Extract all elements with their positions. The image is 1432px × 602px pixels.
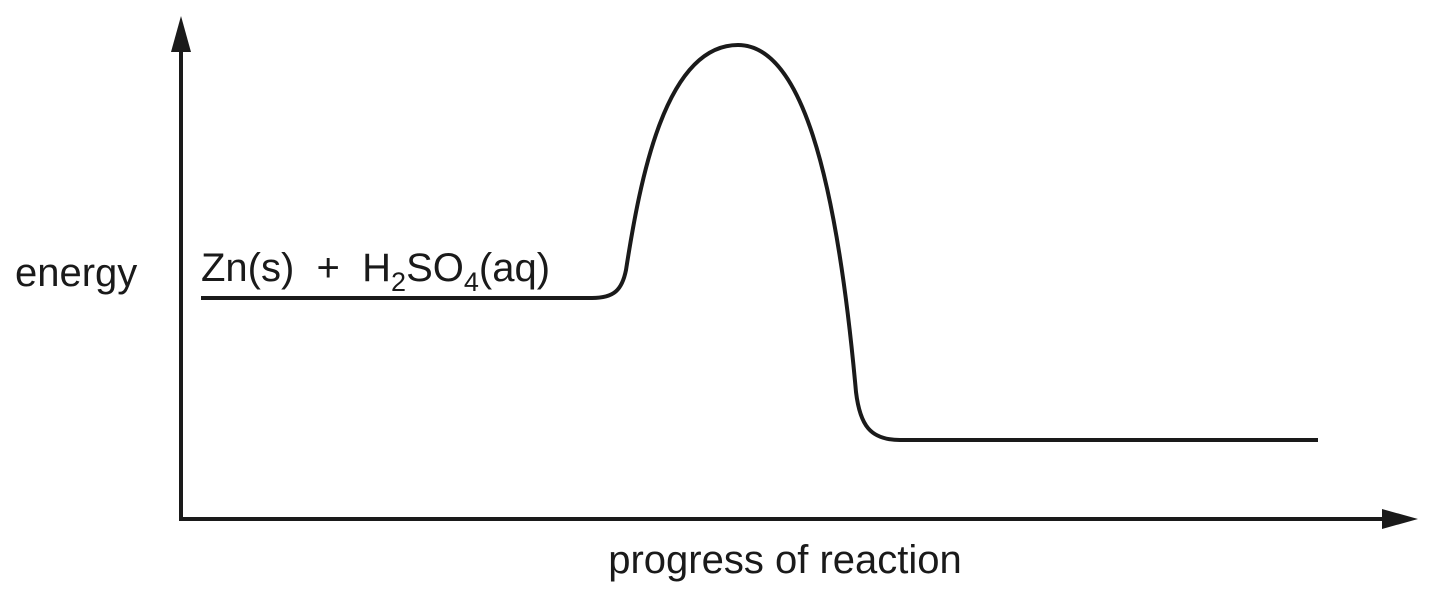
reactants-part3: (aq) xyxy=(479,246,550,290)
reactants-subscript-2: 2 xyxy=(391,267,406,297)
reactants-part2: SO xyxy=(406,246,464,290)
y-axis-label: energy xyxy=(15,251,137,295)
reactants-part1: Zn(s) + H xyxy=(201,246,391,290)
reactants-subscript-4: 4 xyxy=(464,267,479,297)
y-axis-arrowhead xyxy=(171,16,191,52)
x-axis-arrowhead xyxy=(1382,509,1418,529)
x-axis-label: progress of reaction xyxy=(608,538,962,582)
reaction-energy-curve xyxy=(201,43,1318,442)
reactants-label: Zn(s) + H2SO4(aq) xyxy=(201,246,550,297)
